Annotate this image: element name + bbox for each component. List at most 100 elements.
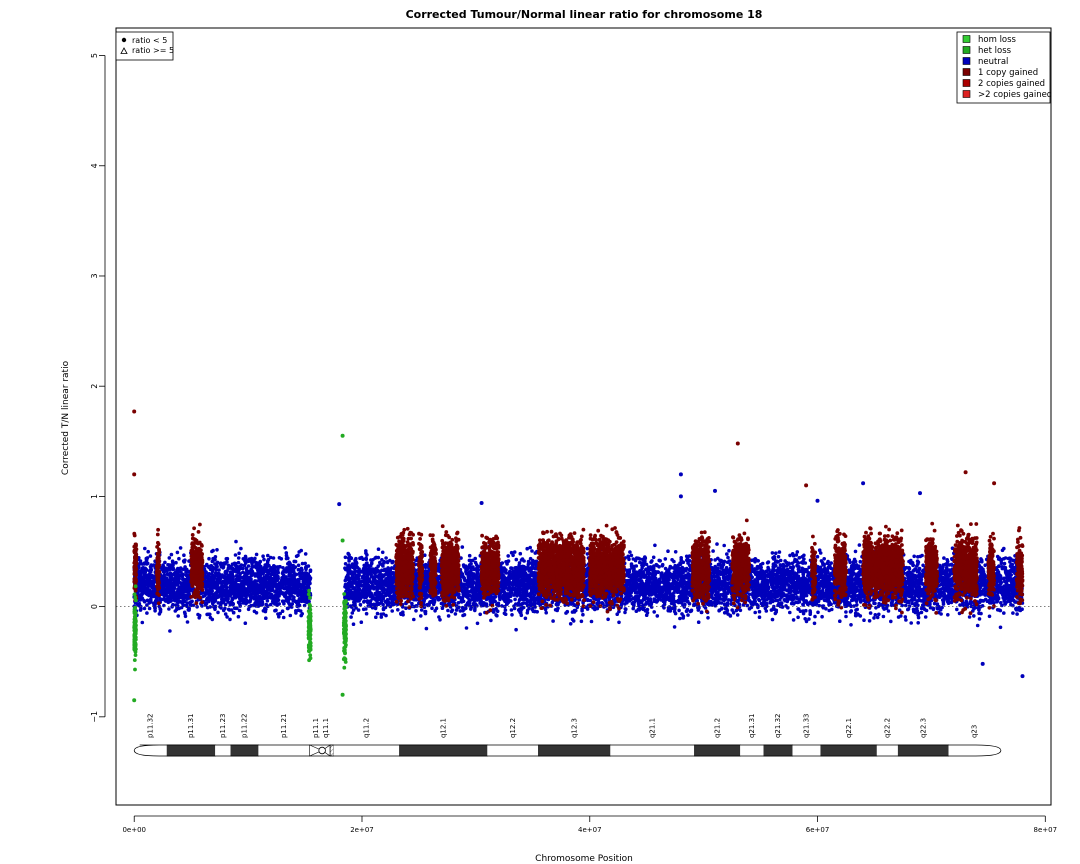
data-point bbox=[240, 576, 245, 580]
data-point bbox=[818, 551, 823, 555]
data-point bbox=[168, 579, 173, 584]
data-point bbox=[376, 547, 381, 551]
data-point bbox=[209, 592, 213, 596]
data-point bbox=[236, 614, 241, 619]
data-point bbox=[197, 616, 201, 620]
data-point bbox=[236, 556, 241, 560]
data-point bbox=[862, 618, 866, 622]
data-point bbox=[210, 617, 215, 622]
data-point bbox=[628, 550, 632, 554]
data-point bbox=[221, 590, 225, 595]
data-point bbox=[226, 600, 230, 604]
data-point bbox=[460, 545, 465, 549]
data-point bbox=[273, 608, 277, 613]
data-point bbox=[275, 570, 280, 574]
data-point bbox=[299, 566, 304, 571]
data-point bbox=[283, 546, 287, 550]
data-point bbox=[167, 556, 172, 560]
data-point bbox=[249, 573, 254, 578]
data-point bbox=[412, 617, 416, 622]
data-point bbox=[269, 593, 273, 598]
data-point bbox=[277, 586, 282, 591]
data-point bbox=[233, 553, 238, 557]
data-point bbox=[163, 589, 168, 594]
data-point bbox=[245, 598, 249, 603]
data-point bbox=[263, 577, 267, 581]
data-point bbox=[176, 587, 181, 591]
data-point bbox=[280, 599, 285, 603]
data-point bbox=[513, 597, 517, 602]
data-point bbox=[239, 546, 243, 551]
data-point bbox=[298, 574, 302, 578]
data-point bbox=[224, 577, 229, 582]
data-point bbox=[223, 562, 227, 566]
data-point bbox=[212, 586, 217, 590]
data-point bbox=[276, 582, 281, 586]
data-point bbox=[236, 590, 241, 594]
data-point bbox=[873, 613, 878, 617]
data-point bbox=[238, 602, 242, 607]
data-point bbox=[147, 580, 152, 584]
data-point bbox=[145, 603, 149, 607]
data-point bbox=[137, 571, 142, 575]
data-point bbox=[149, 597, 153, 602]
data-point bbox=[262, 593, 267, 597]
data-point bbox=[276, 574, 280, 579]
data-point bbox=[256, 604, 261, 608]
data-point bbox=[296, 593, 301, 598]
data-point bbox=[146, 584, 151, 589]
data-point bbox=[256, 574, 261, 578]
data-point bbox=[305, 585, 309, 590]
data-point bbox=[209, 580, 213, 584]
data-point bbox=[263, 606, 267, 611]
data-point bbox=[292, 559, 297, 564]
data-point bbox=[295, 599, 299, 604]
data-point bbox=[294, 611, 298, 615]
data-point bbox=[175, 550, 180, 555]
data-point bbox=[223, 569, 228, 574]
data-point bbox=[251, 591, 255, 596]
data-point bbox=[343, 555, 348, 560]
data-point bbox=[216, 601, 221, 605]
data-point bbox=[239, 585, 244, 589]
data-point bbox=[946, 613, 950, 617]
data-point bbox=[162, 569, 167, 574]
data-point bbox=[176, 604, 180, 608]
points-layer bbox=[132, 409, 1025, 703]
data-point bbox=[297, 550, 302, 554]
data-point bbox=[210, 549, 214, 554]
data-point bbox=[205, 612, 209, 617]
data-point bbox=[207, 572, 212, 576]
data-point bbox=[251, 558, 256, 563]
data-point bbox=[204, 575, 209, 579]
data-point bbox=[249, 570, 253, 575]
data-point bbox=[489, 618, 493, 623]
data-point bbox=[514, 557, 519, 562]
data-point bbox=[140, 591, 144, 595]
data-point bbox=[881, 614, 886, 619]
data-point bbox=[246, 559, 251, 564]
data-point bbox=[269, 572, 274, 576]
data-point bbox=[288, 613, 293, 618]
data-point bbox=[306, 573, 311, 578]
data-point bbox=[274, 597, 279, 602]
data-point bbox=[255, 568, 260, 573]
data-point bbox=[282, 568, 287, 572]
data-point bbox=[795, 550, 800, 554]
data-point bbox=[236, 560, 241, 565]
data-point bbox=[151, 601, 156, 605]
data-point bbox=[142, 599, 147, 604]
data-point bbox=[224, 591, 229, 595]
data-point bbox=[184, 567, 188, 572]
data-point bbox=[271, 583, 276, 588]
data-point bbox=[232, 561, 237, 566]
data-point bbox=[240, 579, 244, 584]
data-point bbox=[165, 583, 170, 588]
data-point bbox=[234, 566, 239, 570]
data-point bbox=[283, 580, 288, 584]
data-point bbox=[170, 587, 175, 592]
data-point bbox=[291, 578, 295, 582]
data-point bbox=[205, 596, 209, 601]
data-point bbox=[163, 593, 168, 597]
data-point bbox=[570, 617, 575, 622]
